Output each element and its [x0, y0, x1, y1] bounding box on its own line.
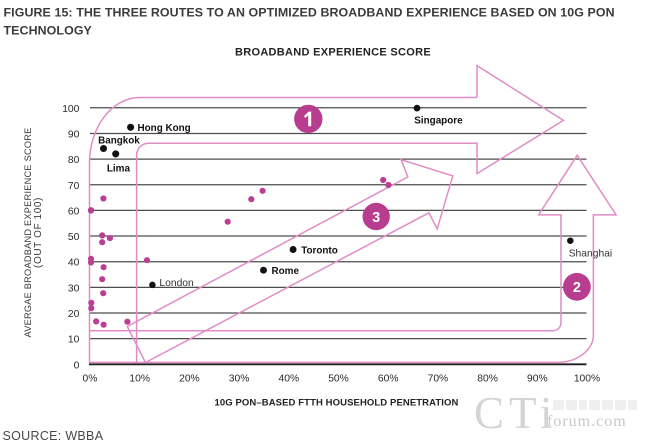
svg-text:40%: 40%	[278, 373, 299, 384]
svg-text:10: 10	[68, 335, 80, 346]
svg-text:Bangkok: Bangkok	[98, 136, 140, 147]
svg-text:10%: 10%	[129, 373, 150, 384]
svg-text:90%: 90%	[527, 373, 548, 384]
svg-text:Rome: Rome	[272, 266, 300, 277]
svg-text:Toronto: Toronto	[301, 246, 338, 257]
svg-text:London: London	[159, 278, 194, 289]
svg-text:BROADBAND EXPERIENCE SCORE: BROADBAND EXPERIENCE SCORE	[235, 47, 431, 59]
svg-text:2: 2	[573, 280, 581, 296]
svg-text:60%: 60%	[378, 373, 399, 384]
svg-text:CTi: CTi	[474, 388, 557, 438]
svg-text:30%: 30%	[229, 373, 250, 384]
svg-text:forum.com: forum.com	[547, 413, 627, 430]
svg-text:0%: 0%	[83, 373, 98, 384]
svg-text:FIGURE 15: THE THREE ROUTES TO: FIGURE 15: THE THREE ROUTES TO AN OPTIMI…	[4, 5, 615, 19]
svg-text:Hong Kong: Hong Kong	[138, 123, 191, 134]
svg-text:40: 40	[68, 258, 80, 269]
svg-text:(OUT OF 100): (OUT OF 100)	[33, 197, 44, 268]
svg-text:Singapore: Singapore	[414, 116, 463, 127]
svg-text:Lima: Lima	[107, 163, 131, 174]
svg-text:3: 3	[372, 210, 380, 226]
svg-text:20: 20	[68, 309, 80, 320]
svg-text:TECHNOLOGY: TECHNOLOGY	[4, 23, 93, 37]
svg-text:50: 50	[68, 232, 80, 243]
svg-text:70%: 70%	[428, 373, 449, 384]
svg-text:SOURCE: WBBA: SOURCE: WBBA	[3, 429, 104, 443]
svg-text:90: 90	[68, 129, 80, 140]
svg-text:60: 60	[68, 206, 80, 217]
svg-text:80: 80	[68, 155, 80, 166]
svg-text:10G PON–BASED FTTH HOUSEHOLD P: 10G PON–BASED FTTH HOUSEHOLD PENETRATION	[215, 398, 459, 409]
svg-text:0: 0	[74, 360, 80, 371]
svg-text:AVERGAE BROADBAND EXPERIENCE S: AVERGAE BROADBAND EXPERIENCE SCORE	[23, 128, 33, 338]
svg-text:30: 30	[68, 283, 80, 294]
svg-text:20%: 20%	[179, 373, 200, 384]
svg-text:50%: 50%	[328, 373, 349, 384]
svg-text:70: 70	[68, 181, 80, 192]
svg-text:Shanghai: Shanghai	[569, 249, 613, 260]
svg-text:80%: 80%	[477, 373, 498, 384]
svg-text:100%: 100%	[574, 373, 600, 384]
svg-text:100: 100	[62, 104, 79, 115]
